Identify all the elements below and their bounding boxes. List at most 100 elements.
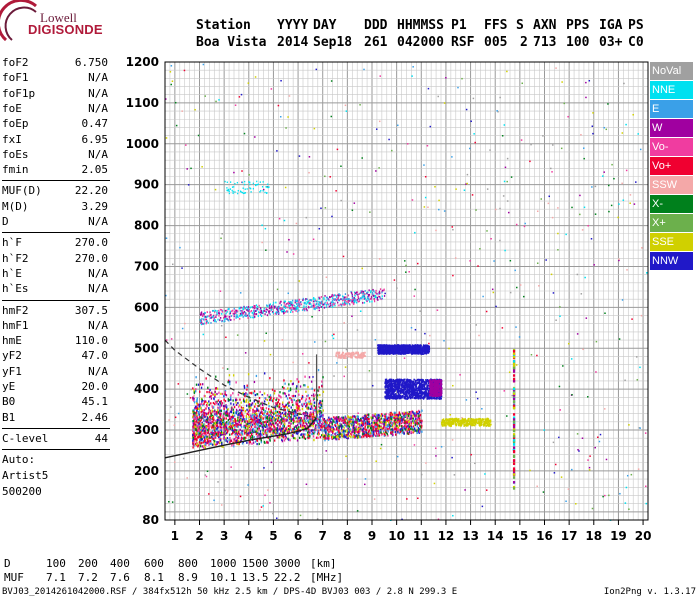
- echo-point: [316, 420, 319, 423]
- echo-point: [255, 426, 257, 429]
- echo-point: [448, 347, 450, 350]
- echo-point: [396, 419, 398, 422]
- echo-point: [314, 428, 316, 431]
- echo-point: [225, 432, 228, 435]
- echo-point: [250, 433, 253, 436]
- echo-point: [630, 473, 633, 476]
- echo-point: [232, 438, 235, 441]
- echo-point: [306, 407, 308, 410]
- echo-point: [256, 427, 259, 430]
- echo-point: [345, 435, 347, 438]
- echo-point: [335, 428, 338, 431]
- echo-point: [312, 393, 315, 396]
- echo-point: [414, 429, 416, 432]
- echo-point: [296, 385, 298, 388]
- echo-point: [370, 430, 373, 433]
- echo-point: [364, 425, 366, 428]
- echo-point: [424, 176, 427, 178]
- echo-point: [414, 421, 416, 424]
- echo-point: [394, 428, 397, 431]
- y-tick-label: 1200: [126, 55, 159, 69]
- echo-point: [317, 416, 319, 419]
- echo-point: [355, 430, 357, 433]
- echo-point: [224, 432, 226, 436]
- echo-point: [481, 408, 483, 410]
- echo-point: [619, 492, 621, 495]
- echo-point: [263, 467, 265, 469]
- echo-point: [583, 147, 585, 149]
- echo-point: [238, 307, 240, 310]
- echo-point: [219, 402, 222, 405]
- echo-point: [299, 399, 301, 402]
- echo-point: [199, 390, 201, 393]
- echo-point: [294, 308, 296, 311]
- echo-point: [451, 156, 453, 158]
- echo-point: [645, 502, 648, 505]
- echo-point: [359, 292, 361, 294]
- echo-point: [309, 407, 312, 411]
- echo-point: [314, 304, 316, 307]
- echo-point: [313, 439, 315, 442]
- echo-point: [252, 420, 254, 423]
- echo-point: [277, 424, 279, 427]
- echo-point: [301, 403, 303, 406]
- echo-point: [204, 474, 207, 476]
- echo-point: [394, 425, 397, 428]
- echo-point: [214, 434, 217, 437]
- echo-point: [403, 344, 405, 346]
- echo-point: [380, 443, 383, 446]
- echo-point: [369, 211, 371, 213]
- echo-point: [225, 394, 228, 397]
- echo-point: [414, 414, 416, 417]
- echo-point: [264, 494, 266, 497]
- echo-point: [367, 415, 370, 418]
- echo-point: [215, 387, 217, 390]
- echo-point: [243, 384, 246, 388]
- echo-point: [269, 398, 271, 401]
- param-value: 307.5: [74, 303, 108, 317]
- echo-point: [323, 435, 326, 438]
- echo-point: [282, 401, 284, 404]
- echo-point: [265, 249, 267, 251]
- echo-point: [361, 428, 364, 432]
- echo-point: [351, 300, 354, 303]
- echo-point: [373, 421, 376, 424]
- param-value: 110.0: [74, 334, 108, 348]
- echo-point: [298, 399, 300, 402]
- echo-point: [202, 427, 204, 430]
- echo-point: [233, 318, 235, 321]
- echo-point: [278, 434, 281, 438]
- echo-point: [387, 434, 389, 437]
- echo-point: [193, 410, 195, 414]
- echo-point: [209, 442, 211, 446]
- echo-point: [410, 431, 412, 435]
- echo-point: [317, 429, 320, 432]
- echo-point: [392, 433, 394, 436]
- echo-point: [279, 415, 282, 418]
- echo-point: [315, 419, 317, 422]
- echo-point: [374, 413, 376, 416]
- echo-point: [200, 437, 202, 440]
- echo-point: [363, 433, 365, 436]
- echo-point: [206, 417, 209, 420]
- echo-point: [276, 417, 278, 420]
- echo-point: [342, 419, 344, 422]
- echo-point: [284, 392, 286, 395]
- echo-point: [387, 424, 389, 427]
- echo-point: [265, 308, 267, 311]
- echo-point: [227, 429, 229, 432]
- param-row: hmF2 307.5: [2, 304, 108, 318]
- echo-point: [296, 409, 298, 412]
- echo-point: [338, 294, 340, 297]
- echo-point: [294, 301, 296, 304]
- echo-point: [295, 300, 298, 303]
- echo-point: [621, 299, 624, 301]
- echo-point: [214, 432, 216, 435]
- echo-point: [452, 228, 454, 231]
- echo-point: [321, 385, 323, 388]
- echo-point: [314, 408, 317, 411]
- echo-point: [290, 411, 292, 414]
- echo-point: [375, 417, 378, 420]
- param-value: 6.750: [74, 56, 108, 69]
- echo-point: [204, 433, 206, 436]
